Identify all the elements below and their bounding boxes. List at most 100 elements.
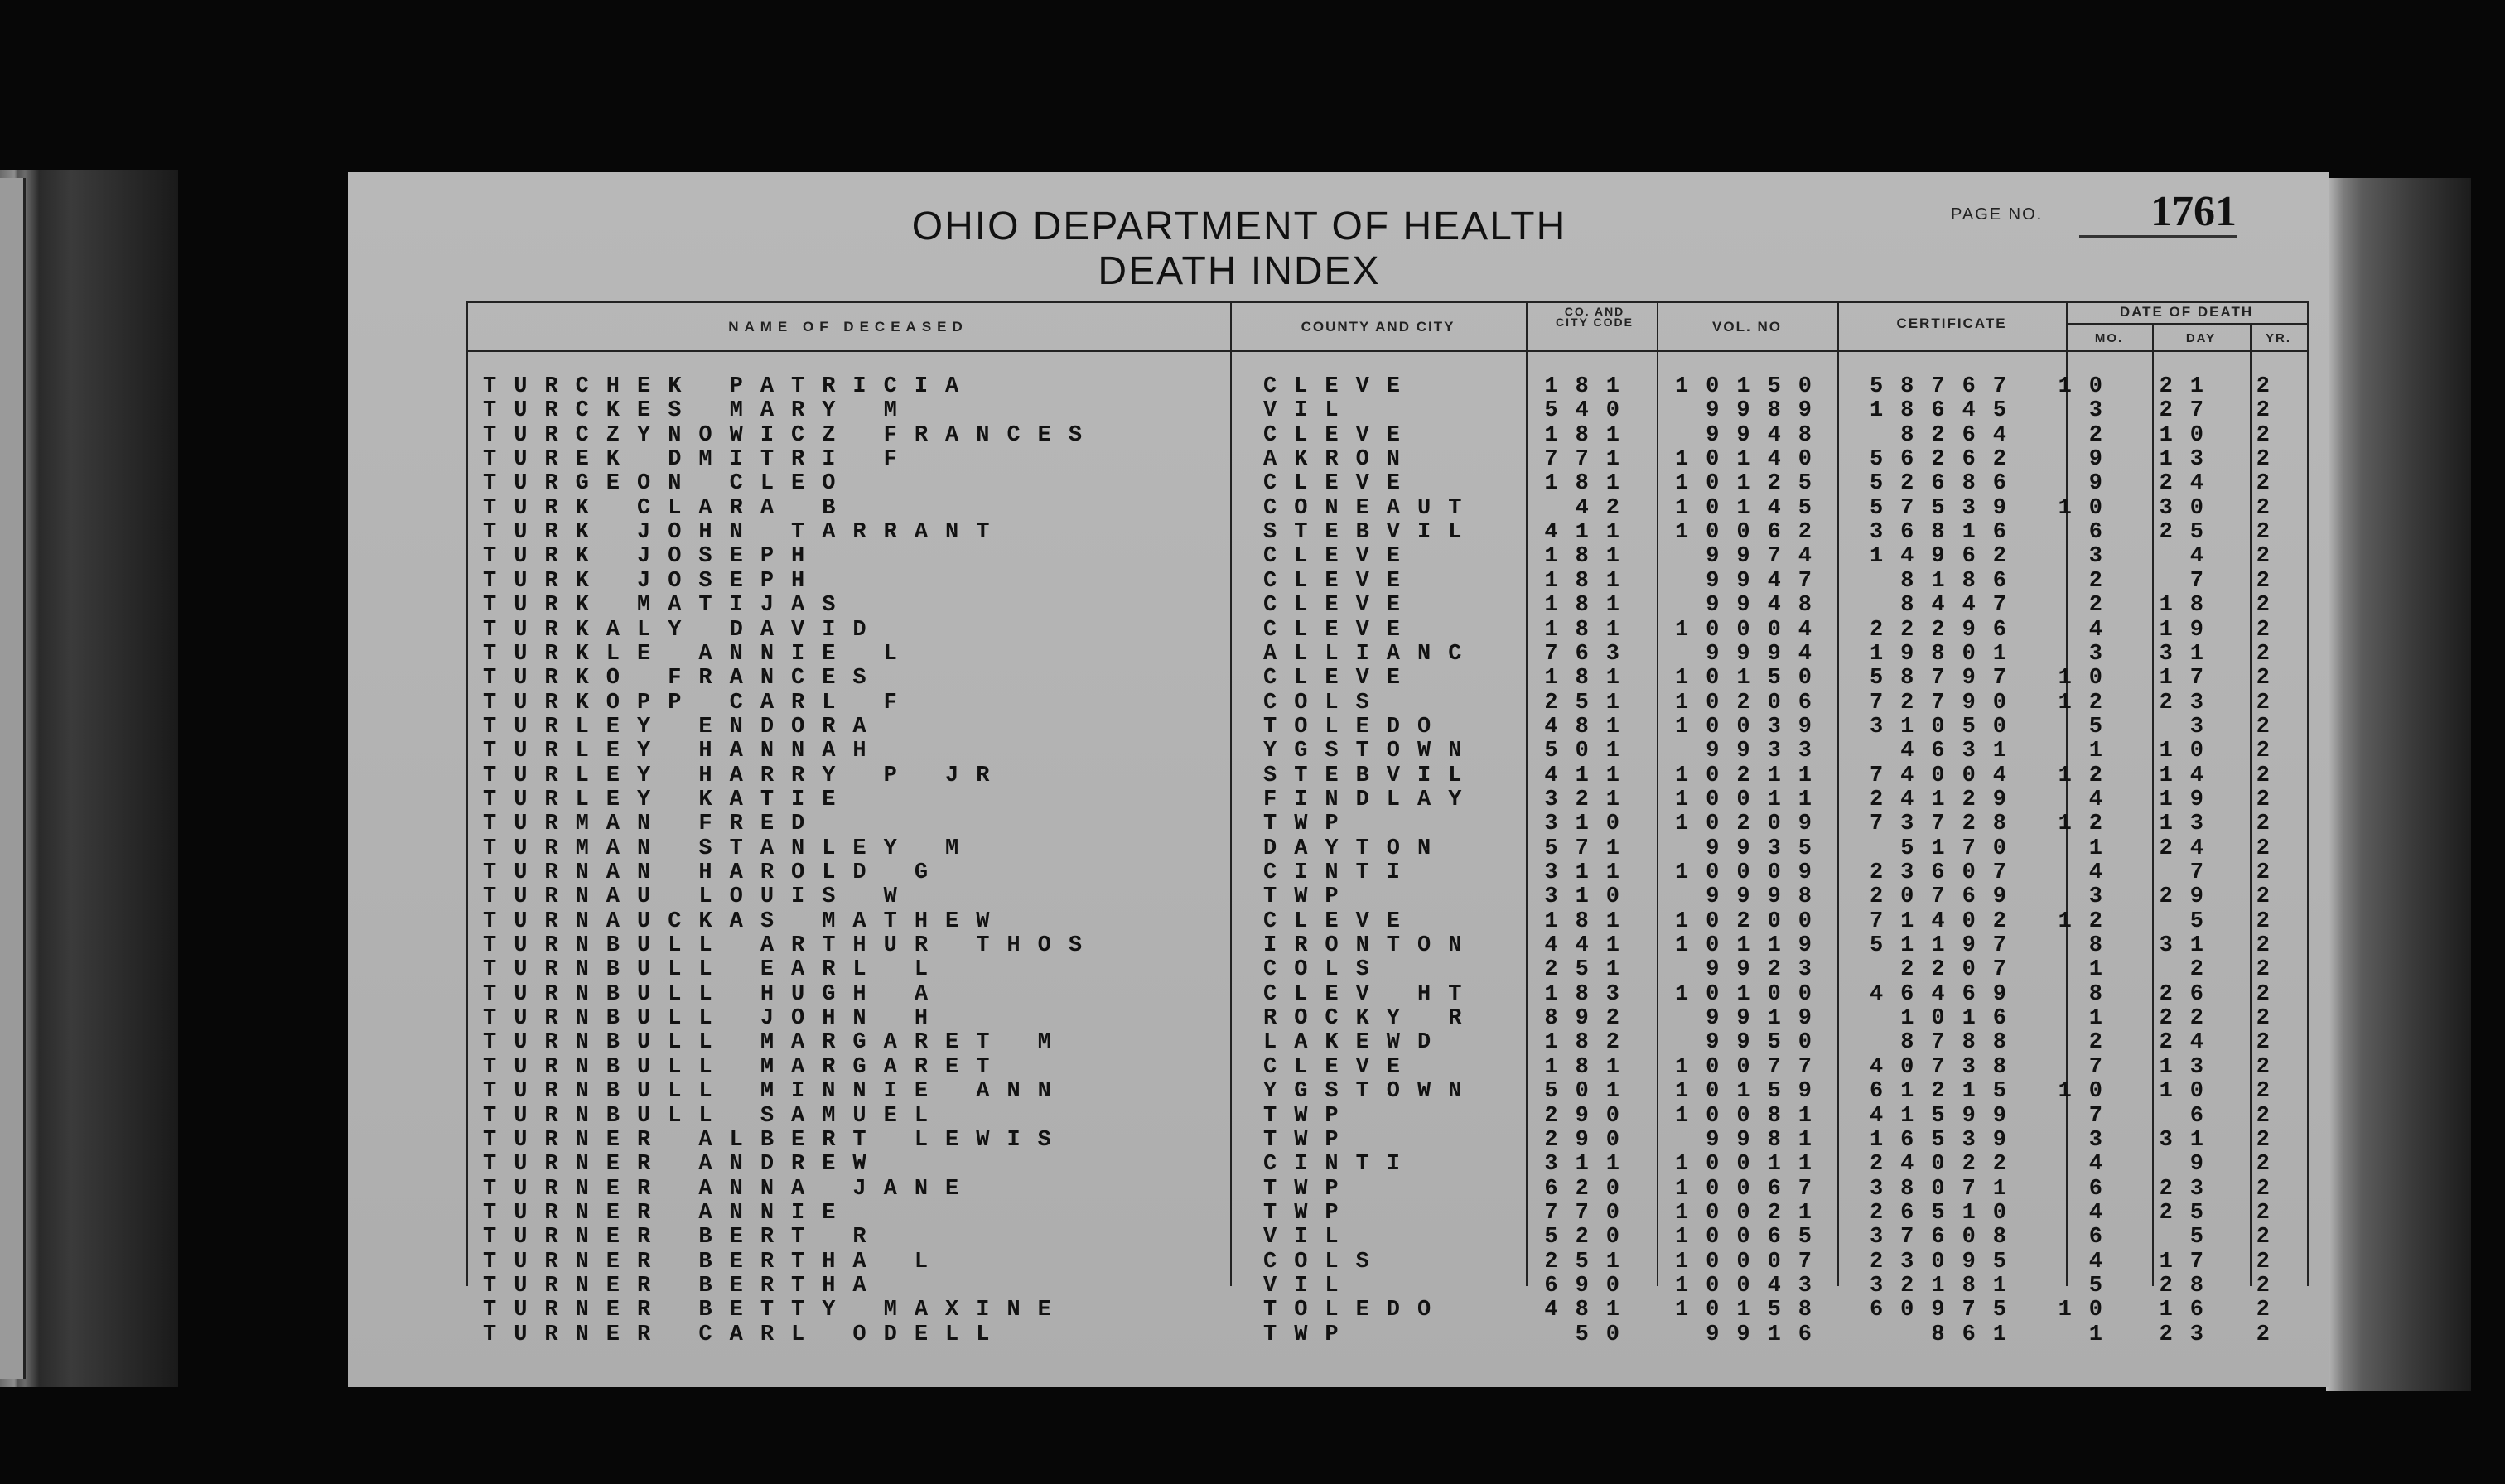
cell-name: TURLEY KATIE xyxy=(483,787,853,812)
cell-year: 2 xyxy=(2256,1176,2287,1202)
cell-county: AKRON xyxy=(1263,447,1418,473)
cell-certificate: 61215 xyxy=(1869,1079,2024,1105)
cell-vol: 10065 xyxy=(1674,1225,1829,1250)
page-number: 1761 xyxy=(2079,189,2237,238)
cell-county: TOLEDO xyxy=(1263,714,1449,740)
cell-month: 8 xyxy=(2088,981,2120,1007)
cell-code: 181 xyxy=(1544,908,1637,934)
cell-name: TURCZYNOWICZ FRANCES xyxy=(483,422,1100,448)
cell-vol: 10077 xyxy=(1674,1054,1829,1080)
cell-month: 2 xyxy=(2088,422,2120,448)
cell-month: 9 xyxy=(2088,447,2120,473)
cell-year: 2 xyxy=(2256,787,2287,812)
cell-year: 2 xyxy=(2256,933,2287,959)
cell-day: 17 xyxy=(2159,666,2221,691)
column-header-day: DAY xyxy=(2185,331,2217,345)
date-of-death-divider xyxy=(2066,323,2307,325)
cell-code: 251 xyxy=(1544,1249,1637,1274)
cell-vol: 10140 xyxy=(1674,447,1829,473)
cell-day: 9 xyxy=(2189,1152,2221,1178)
cell-vol: 10211 xyxy=(1674,763,1829,788)
cell-certificate: 52686 xyxy=(1869,471,2024,497)
column-header-code: CO. AND CITY CODE xyxy=(1556,305,1634,329)
cell-county: ALLIANC xyxy=(1263,641,1479,667)
cell-vol: 9998 xyxy=(1706,884,1829,910)
cell-county: CONEAUT xyxy=(1263,495,1479,521)
cell-vol: 9919 xyxy=(1706,1006,1829,1032)
cell-day: 24 xyxy=(2159,471,2221,497)
cell-name: TURKO FRANCES xyxy=(483,666,884,691)
cell-name: TURLEY HANNAH xyxy=(483,739,884,764)
cell-vol: 9948 xyxy=(1706,422,1829,448)
cell-day: 4 xyxy=(2189,544,2221,570)
cell-certificate: 26510 xyxy=(1869,1200,2024,1226)
cell-code: 181 xyxy=(1544,617,1637,643)
cell-county: YGSTOWN xyxy=(1263,739,1479,764)
cell-county: TWP xyxy=(1263,1322,1356,1347)
cell-day: 24 xyxy=(2159,1030,2221,1056)
cell-name: TURNER ANNIE xyxy=(483,1200,853,1226)
cell-certificate: 24022 xyxy=(1869,1152,2024,1178)
column-divider xyxy=(2307,301,2309,1286)
cell-month: 7 xyxy=(2088,1054,2120,1080)
cell-vol: 10062 xyxy=(1674,520,1829,546)
cell-county: CLEVE xyxy=(1263,374,1418,399)
cell-code: 540 xyxy=(1544,398,1637,424)
cell-year: 2 xyxy=(2256,1006,2287,1032)
cell-day: 31 xyxy=(2159,1127,2221,1153)
cell-vol: 10125 xyxy=(1674,471,1829,497)
cell-day: 27 xyxy=(2159,398,2221,424)
cell-month: 7 xyxy=(2088,1103,2120,1129)
cell-code: 251 xyxy=(1544,957,1637,983)
cell-name: TURK MATIJAS xyxy=(483,593,853,619)
cell-code: 42 xyxy=(1575,495,1637,521)
cell-certificate: 8447 xyxy=(1900,593,2024,619)
cell-day: 30 xyxy=(2159,495,2221,521)
cell-code: 520 xyxy=(1544,1225,1637,1250)
cell-code: 181 xyxy=(1544,666,1637,691)
cell-name: TURNBULL JOHN H xyxy=(483,1006,946,1032)
cell-year: 2 xyxy=(2256,447,2287,473)
cell-code: 441 xyxy=(1544,933,1637,959)
cell-name: TURMAN STANLEY M xyxy=(483,836,977,861)
cell-year: 2 xyxy=(2256,1054,2287,1080)
cell-certificate: 32181 xyxy=(1869,1273,2024,1298)
adjacent-card-stack-left xyxy=(0,170,178,1387)
cell-code: 481 xyxy=(1544,1298,1637,1323)
cell-name: TURLEY HARRY P JR xyxy=(483,763,1007,788)
cell-day: 5 xyxy=(2189,908,2221,934)
cell-certificate: 56262 xyxy=(1869,447,2024,473)
cell-vol: 10206 xyxy=(1674,690,1829,716)
cell-vol: 10209 xyxy=(1674,812,1829,837)
cell-year: 2 xyxy=(2256,520,2287,546)
cell-certificate: 19801 xyxy=(1869,641,2024,667)
cell-year: 2 xyxy=(2256,1103,2287,1129)
cell-vol: 9947 xyxy=(1706,568,1829,594)
cell-code: 892 xyxy=(1544,1006,1637,1032)
cell-vol: 9923 xyxy=(1706,957,1829,983)
cell-year: 2 xyxy=(2256,860,2287,885)
cell-day: 18 xyxy=(2159,593,2221,619)
cell-day: 7 xyxy=(2189,568,2221,594)
cell-vol: 10039 xyxy=(1674,714,1829,740)
cell-code: 183 xyxy=(1544,981,1637,1007)
cell-certificate: 18645 xyxy=(1869,398,2024,424)
cell-year: 2 xyxy=(2256,666,2287,691)
cell-vol: 9974 xyxy=(1706,544,1829,570)
cell-year: 2 xyxy=(2256,739,2287,764)
cell-year: 2 xyxy=(2256,1249,2287,1274)
adjacent-card-edge xyxy=(0,178,26,1379)
cell-month: 1 xyxy=(2088,1322,2120,1347)
cell-vol: 10200 xyxy=(1674,908,1829,934)
cell-year: 2 xyxy=(2256,1273,2287,1298)
cell-county: CINTI xyxy=(1263,1152,1418,1178)
cell-vol: 10100 xyxy=(1674,981,1829,1007)
cell-vol: 10150 xyxy=(1674,374,1829,399)
cell-code: 771 xyxy=(1544,447,1637,473)
cell-month: 12 xyxy=(2058,763,2120,788)
cell-name: TURK JOSEPH xyxy=(483,568,823,594)
cell-certificate: 57539 xyxy=(1869,495,2024,521)
cell-county: DAYTON xyxy=(1263,836,1449,861)
cell-county: FINDLAY xyxy=(1263,787,1479,812)
cell-certificate: 41599 xyxy=(1869,1103,2024,1129)
